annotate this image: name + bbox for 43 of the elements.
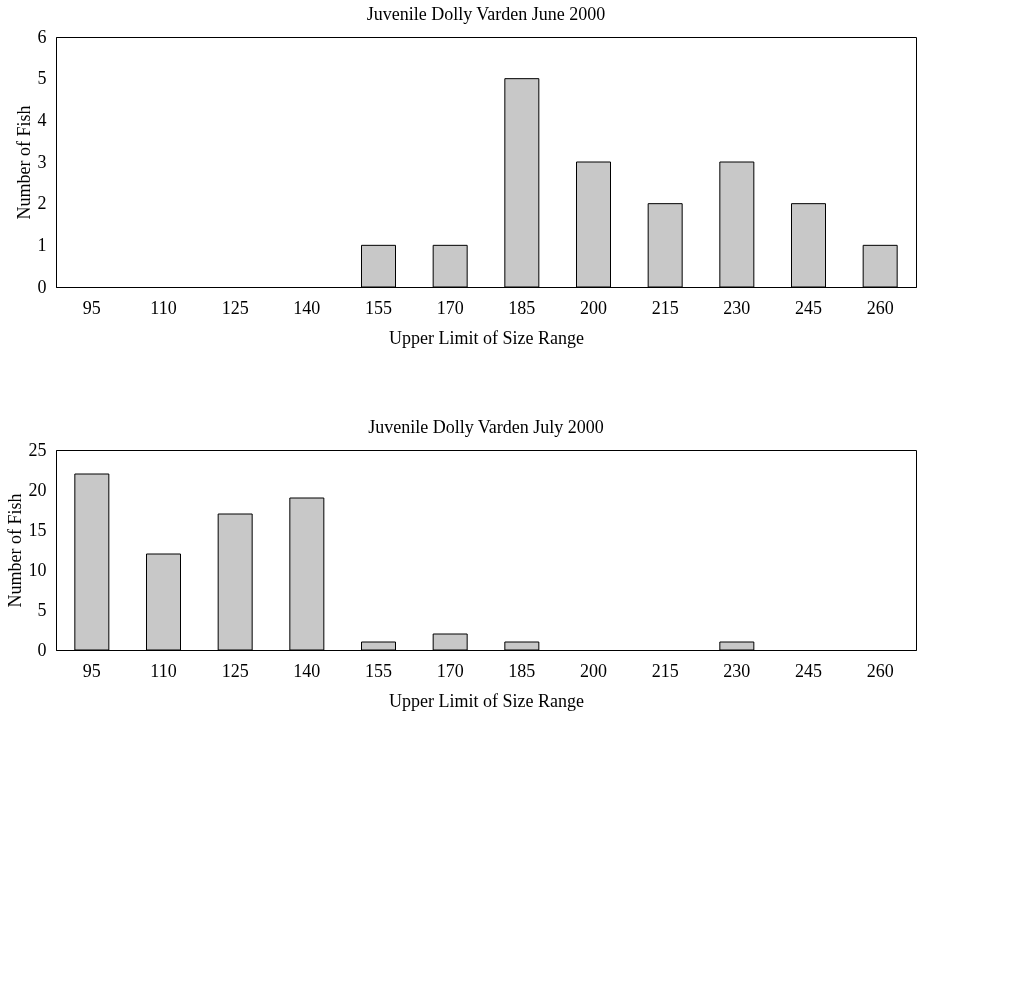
x-tick-label: 200 xyxy=(580,660,607,681)
y-tick-label: 6 xyxy=(37,26,47,47)
x-tick-label: 245 xyxy=(795,660,822,681)
y-tick-label: 2 xyxy=(37,193,47,214)
y-tick-label: 4 xyxy=(37,109,47,130)
x-tick-label: 155 xyxy=(365,660,392,681)
x-tick-label: 260 xyxy=(866,297,894,318)
x-tick-label: 200 xyxy=(580,297,607,318)
y-tick-label: 1 xyxy=(37,234,47,255)
x-tick-label: 230 xyxy=(723,297,751,318)
x-tick-label: 155 xyxy=(365,297,392,318)
x-tick-label: 170 xyxy=(436,660,464,681)
y-axis-title: Number of Fish xyxy=(13,105,34,220)
y-tick-label: 0 xyxy=(37,276,47,297)
x-tick-label: 95 xyxy=(82,660,101,681)
chart-title: Juvenile Dolly Varden July 2000 xyxy=(368,417,604,437)
y-tick-label: 0 xyxy=(37,639,47,660)
y-tick-label: 5 xyxy=(37,599,47,620)
x-axis-title: Upper Limit of Size Range xyxy=(389,690,584,711)
x-tick-label: 245 xyxy=(795,297,822,318)
x-tick-label: 95 xyxy=(82,297,101,318)
y-tick-label: 10 xyxy=(28,559,47,580)
x-tick-label: 215 xyxy=(651,297,679,318)
x-tick-label: 125 xyxy=(221,297,249,318)
x-tick-label: 140 xyxy=(293,660,321,681)
x-tick-label: 140 xyxy=(293,297,321,318)
y-tick-label: 15 xyxy=(28,519,47,540)
chart-title: Juvenile Dolly Varden June 2000 xyxy=(366,4,606,24)
x-tick-label: 185 xyxy=(508,660,536,681)
y-tick-label: 5 xyxy=(37,68,47,89)
x-tick-label: 260 xyxy=(866,660,894,681)
y-tick-label: 25 xyxy=(28,439,47,460)
x-axis-title: Upper Limit of Size Range xyxy=(389,327,584,348)
x-tick-label: 170 xyxy=(436,297,464,318)
y-axis-title: Number of Fish xyxy=(4,493,25,608)
x-tick-label: 110 xyxy=(150,660,177,681)
x-tick-label: 185 xyxy=(508,297,536,318)
x-tick-label: 125 xyxy=(221,660,249,681)
x-tick-label: 110 xyxy=(150,297,177,318)
x-tick-label: 230 xyxy=(723,660,751,681)
x-tick-label: 215 xyxy=(651,660,679,681)
y-tick-label: 20 xyxy=(28,479,47,500)
y-tick-label: 3 xyxy=(37,151,47,172)
